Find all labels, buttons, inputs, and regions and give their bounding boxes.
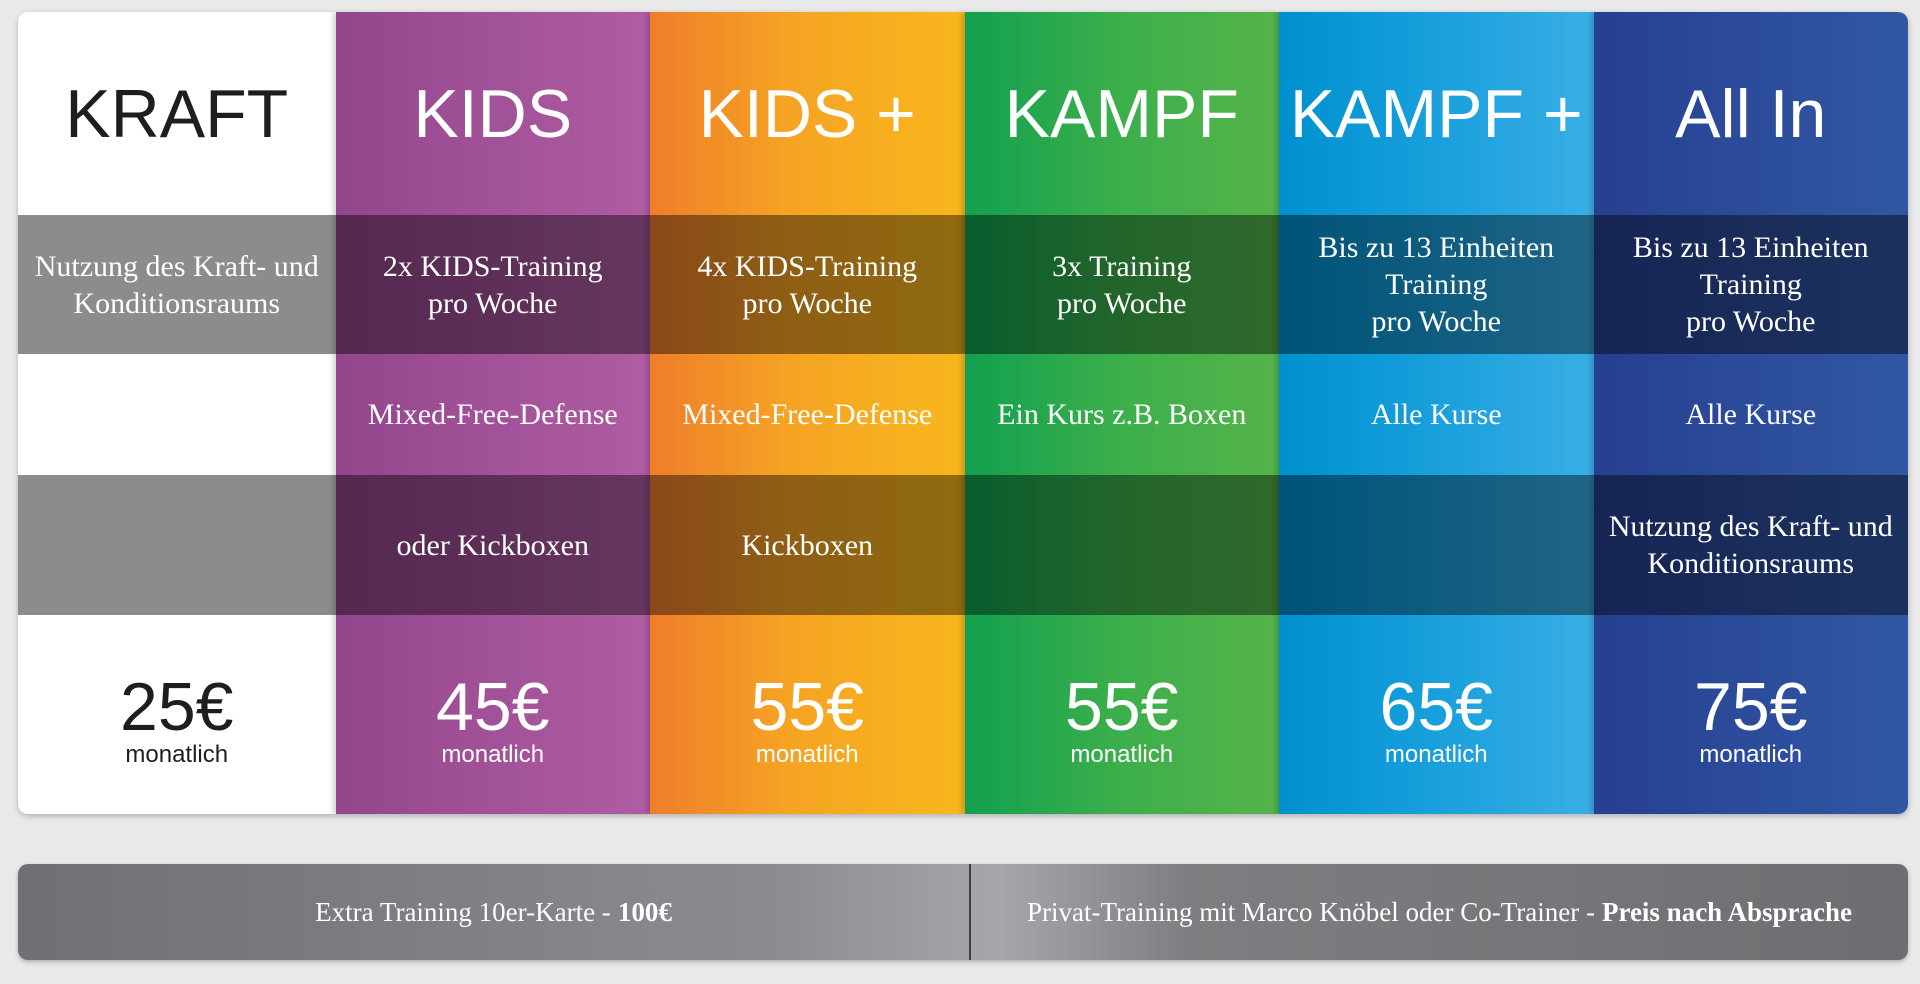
plan-feature-1: Nutzung des Kraft- und Konditionsraums [18,215,336,354]
plan-feature-3 [1279,475,1594,615]
plan-feature-1: 4x KIDS-Training pro Woche [650,215,965,354]
plan-feature-3: Nutzung des Kraft- und Konditionsraums [1593,475,1908,615]
plan-title: KIDS + [698,75,916,152]
price-period: monatlich [755,740,859,768]
plan-title: KAMPF [1004,75,1239,152]
plan-feature-2: Alle Kurse [1685,397,1817,431]
plan-feature-1: 2x KIDS-Training pro Woche [335,215,650,354]
price-period: monatlich [1070,740,1174,768]
plan-price: 65€ monatlich [1279,615,1594,814]
price-amount: 45€ [436,668,550,745]
price-amount: 65€ [1379,668,1493,745]
price-amount: 55€ [750,668,864,745]
plan-title: All In [1675,75,1827,152]
plan-column-kraft: KRAFT Nutzung des Kraft- und Konditionsr… [18,12,336,814]
price-amount: 55€ [1065,668,1179,745]
plan-price: 55€ monatlich [650,615,965,814]
pricing-table: KRAFT Nutzung des Kraft- und Konditionsr… [18,12,1908,814]
plan-price: 45€ monatlich [336,615,651,814]
extra-offers-bar: Extra Training 10er-Karte - 100€ Privat-… [18,864,1908,960]
plan-column-all-in: All In Bis zu 13 Einheiten Training pro … [1593,12,1909,814]
plan-feature-2: Ein Kurs z.B. Boxen [997,397,1247,431]
plan-feature-1: Bis zu 13 Einheiten Training pro Woche [1593,215,1908,354]
plan-feature-3 [18,475,336,615]
plan-column-kids-plus: KIDS + 4x KIDS-Training pro Woche Mixed-… [650,12,965,814]
plan-price: 55€ monatlich [965,615,1280,814]
price-amount: 75€ [1694,668,1808,745]
plan-feature-2 [18,354,336,475]
plan-column-kampf: KAMPF 3x Training pro Woche Ein Kurs z.B… [964,12,1280,814]
plan-feature-1: 3x Training pro Woche [964,215,1279,354]
plan-column-kids: KIDS 2x KIDS-Training pro Woche Mixed-Fr… [335,12,651,814]
price-period: monatlich [1384,740,1488,768]
price-period: monatlich [441,740,545,768]
extra-training-offer: Extra Training 10er-Karte - 100€ [18,864,969,960]
plan-title: KAMPF + [1289,75,1583,152]
private-training-price: Preis nach Absprache [1601,896,1852,927]
plan-price: 75€ monatlich [1594,615,1909,814]
plan-feature-3 [964,475,1279,615]
private-training-label: Privat-Training mit Marco Knöbel oder Co… [1027,896,1595,927]
plan-feature-2: Mixed-Free-Defense [367,397,618,431]
price-period: monatlich [125,740,229,768]
plan-feature-1: Bis zu 13 Einheiten Training pro Woche [1279,215,1594,354]
private-training-offer: Privat-Training mit Marco Knöbel oder Co… [971,864,1908,960]
plan-feature-3: Kickboxen [650,475,965,615]
extra-training-label: Extra Training 10er-Karte - [315,896,611,927]
plan-feature-3: oder Kickboxen [335,475,650,615]
plan-feature-2: Mixed-Free-Defense [682,397,933,431]
price-amount: 25€ [120,668,234,745]
plan-price: 25€ monatlich [18,615,336,814]
extra-training-price: 100€ [617,896,672,927]
plan-feature-2: Alle Kurse [1370,397,1502,431]
footer-divider [969,864,971,960]
price-period: monatlich [1699,740,1803,768]
plan-title: KRAFT [65,75,289,152]
plan-title: KIDS [413,75,573,152]
plan-column-kampf-plus: KAMPF + Bis zu 13 Einheiten Training pro… [1279,12,1594,814]
